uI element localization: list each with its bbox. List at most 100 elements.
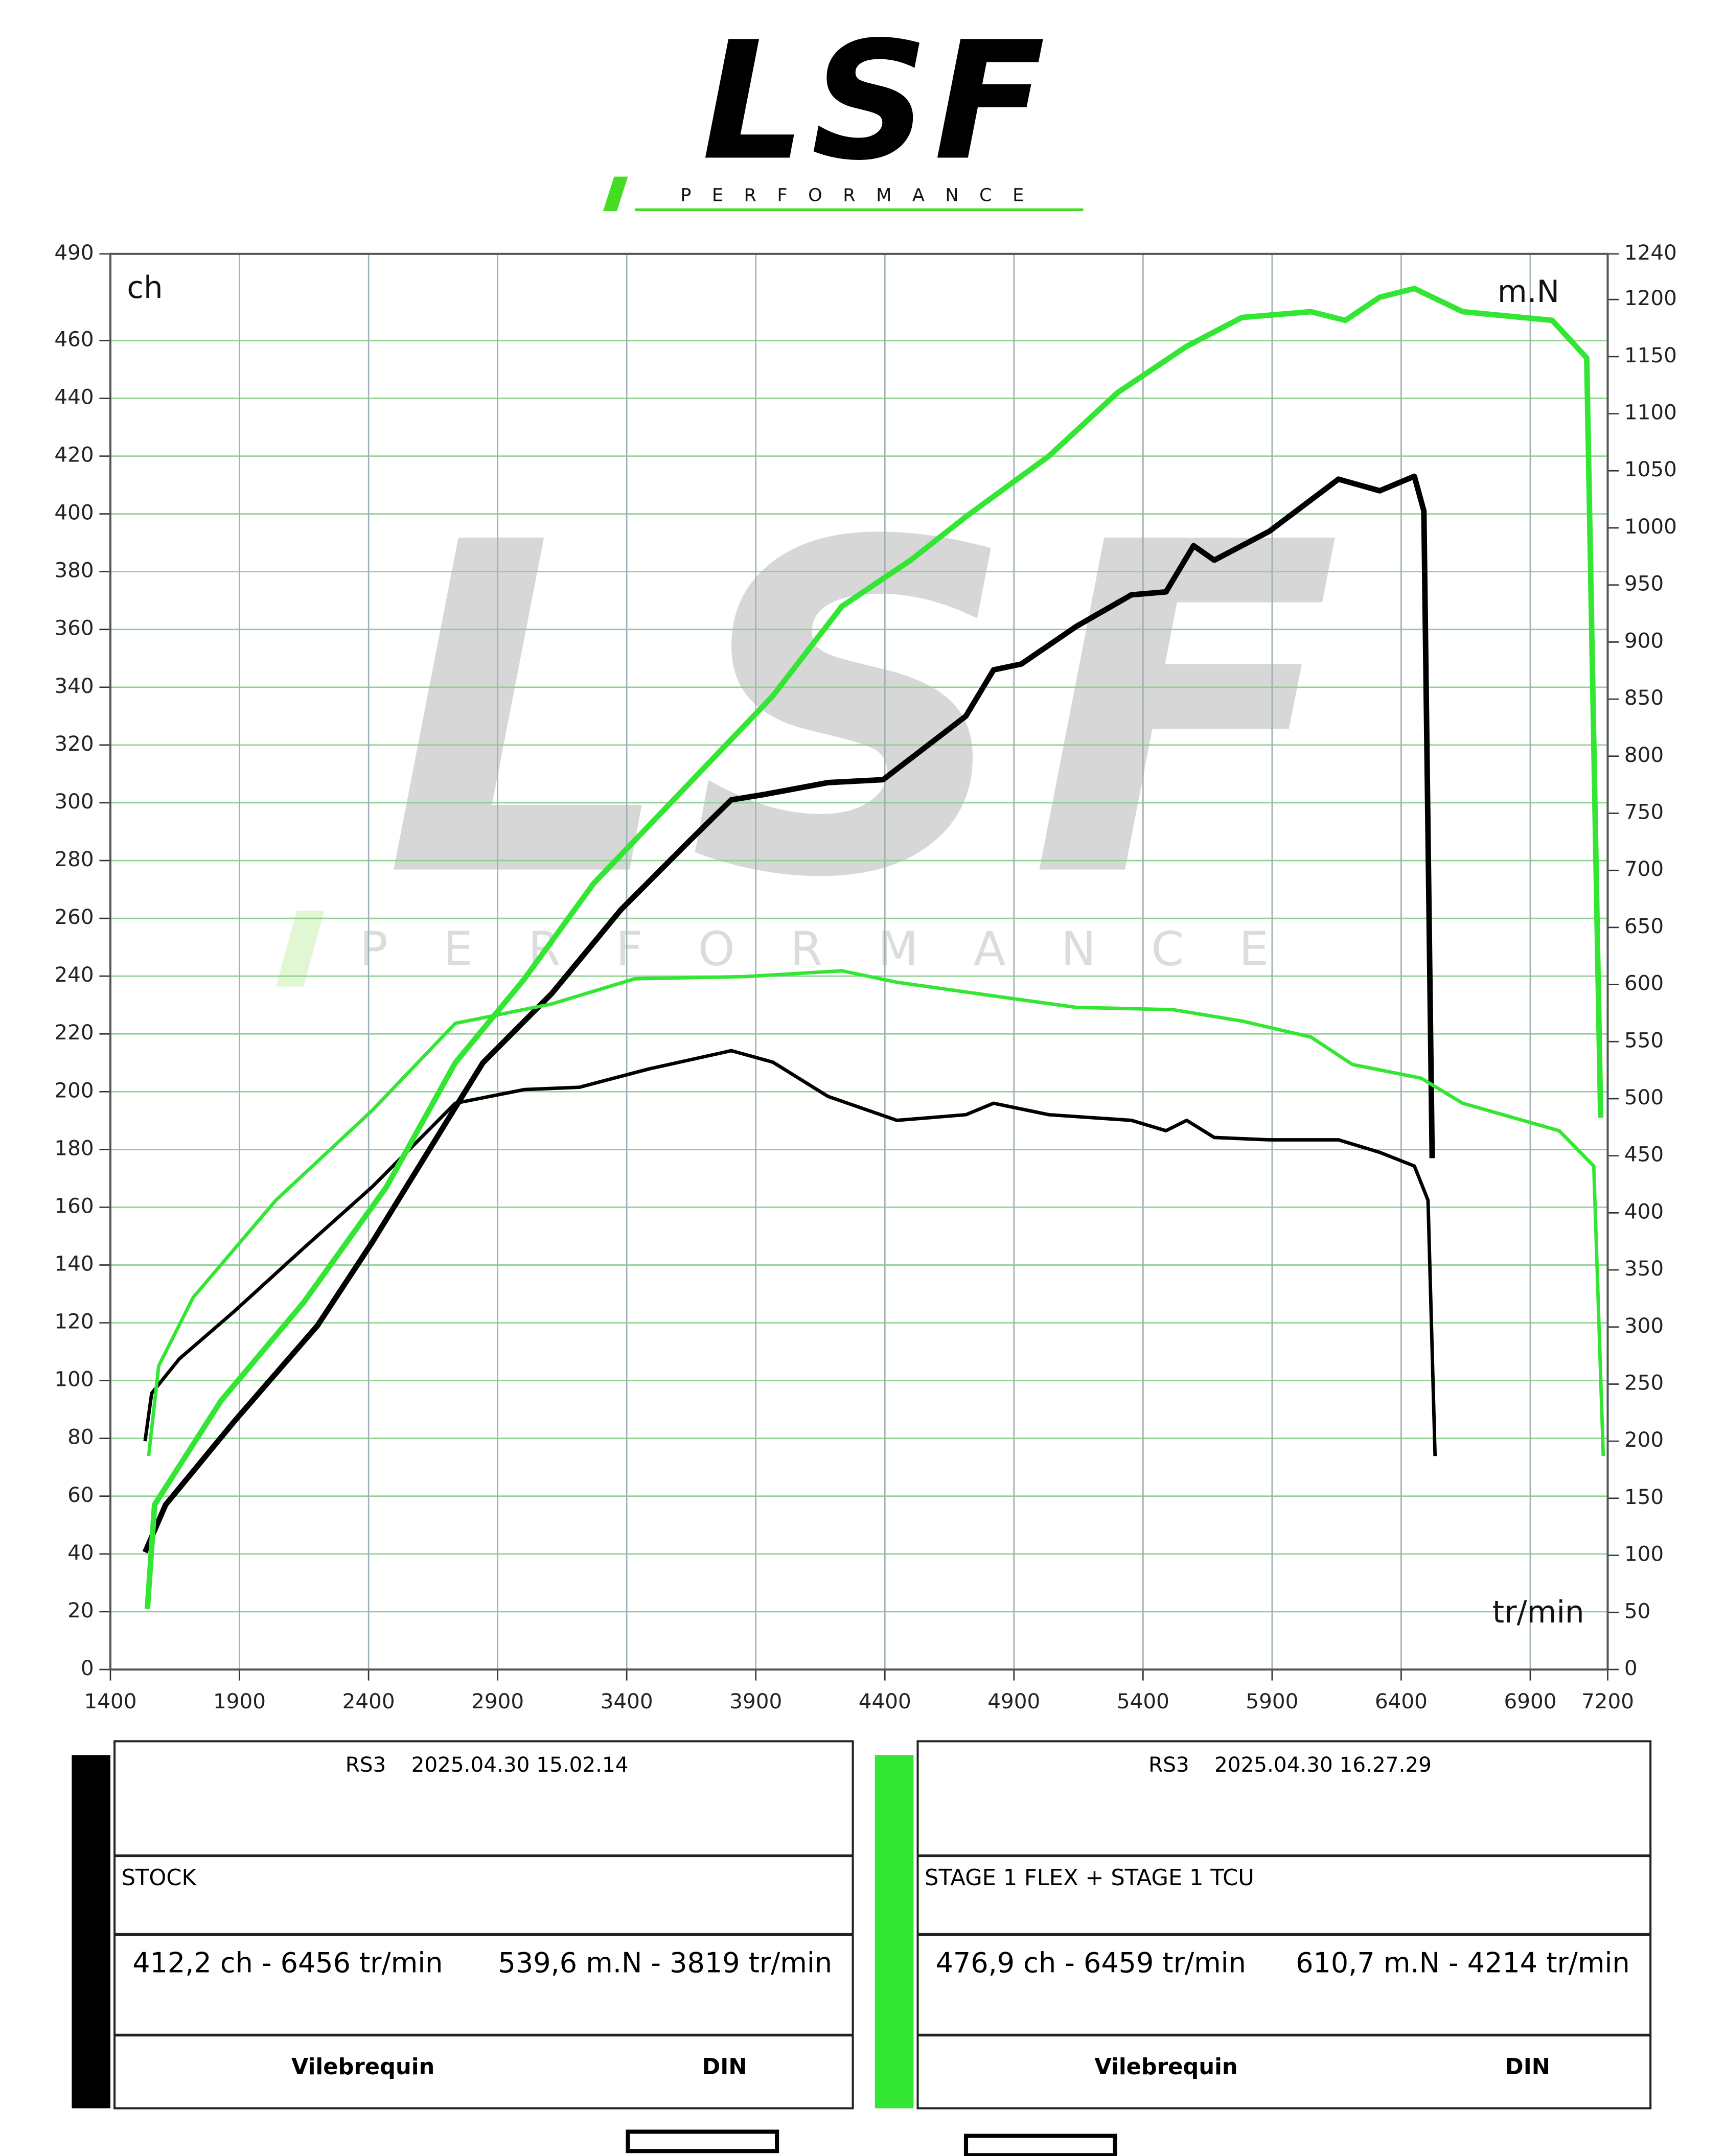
watermark: LSF PERFORMANCE [276, 448, 1354, 987]
y2-tick-label: 0 [1624, 1656, 1638, 1680]
y2-tick-label: 1150 [1624, 343, 1677, 367]
y-tick-label: 440 [54, 384, 94, 409]
y2-tick-label: 1200 [1624, 286, 1677, 310]
y2-tick-label: 100 [1624, 1542, 1664, 1566]
y-tick-label: 220 [54, 1020, 94, 1045]
data-line [142, 473, 1435, 1554]
x-tick-label: 5400 [1117, 1689, 1169, 1713]
x-tick-label: 3400 [601, 1689, 653, 1713]
y2-tick-label: 600 [1624, 971, 1664, 995]
panel-date: 2025.04.30 15.02.14 [411, 1752, 629, 1777]
y2-tick-label: 250 [1624, 1370, 1664, 1395]
y-tick-label: 400 [54, 500, 94, 525]
y-tick-label: 180 [54, 1135, 94, 1160]
data-line [143, 1049, 1437, 1456]
y2-tick-label: 900 [1624, 628, 1664, 653]
data-line [147, 969, 1605, 1456]
logo-tagline: PERFORMANCE [680, 184, 1045, 205]
y-tick-label: 260 [54, 905, 94, 929]
y2-tick-label: 800 [1624, 743, 1664, 767]
plot-frame [109, 252, 1609, 1671]
qr-code [963, 2134, 1117, 2156]
logo-slash [603, 176, 628, 212]
qr-code [626, 2129, 779, 2153]
y-tick-label: 100 [54, 1367, 94, 1392]
x-tick-label: 6900 [1504, 1689, 1556, 1713]
panel-crank: Vilebrequin [291, 2054, 434, 2080]
x-tick-label: 6400 [1375, 1689, 1428, 1713]
y-axis-label: ch [127, 270, 163, 306]
y2-tick-label: 300 [1624, 1313, 1664, 1338]
y2-tick-label: 850 [1624, 685, 1664, 710]
color-bar [875, 1755, 914, 2108]
panel-norm: DIN [702, 2054, 747, 2080]
panel-model: RS3 [1148, 1752, 1189, 1777]
panel-date: 2025.04.30 16.27.29 [1214, 1752, 1432, 1777]
result-panel: RS3 2025.04.30 15.02.14 STOCK 412,2 ch - 64… [72, 1740, 854, 2109]
y-tick-label: 320 [54, 731, 94, 756]
watermark-brand: LSF [384, 448, 1354, 978]
y2-tick-label: 750 [1624, 799, 1664, 824]
y-tick-label: 160 [54, 1193, 94, 1218]
x-tick-label: 1400 [84, 1689, 136, 1713]
x-tick-label: 4400 [859, 1689, 911, 1713]
x-tick-label: 1900 [213, 1689, 266, 1713]
y-tick-label: 20 [67, 1598, 94, 1622]
y-tick-label: 0 [81, 1656, 94, 1680]
y-tick-label: 300 [54, 789, 94, 814]
color-bar [72, 1755, 111, 2108]
y-tick-label: 240 [54, 962, 94, 987]
watermark-tagline: PERFORMANCE [360, 921, 1324, 976]
panel-crank: Vilebrequin [1094, 2054, 1237, 2080]
y-tick-label: 60 [67, 1482, 94, 1507]
panel-power: 412,2 ch - 6456 tr/min [132, 1946, 443, 1979]
x-axis-label: tr/min [1492, 1595, 1584, 1630]
x-tick-label: 4900 [987, 1689, 1040, 1713]
watermark-slash [276, 910, 325, 987]
panel-box [916, 1740, 1652, 2109]
y-tick-label: 200 [54, 1078, 94, 1102]
y2-tick-label: 50 [1624, 1598, 1651, 1623]
y2-axis-label: m.N [1498, 274, 1559, 310]
y2-tick-label: 1000 [1624, 514, 1677, 539]
y2-tick-label: 500 [1624, 1085, 1664, 1109]
x-tick-label: 7200 [1581, 1689, 1634, 1713]
y-tick-label: 460 [54, 327, 94, 351]
result-panel: RS3 2025.04.30 16.27.29 STAGE 1 FLEX + STA… [875, 1740, 1652, 2109]
y-tick-label: 280 [54, 847, 94, 871]
y-tick-label: 490 [54, 240, 94, 265]
y-tick-label: 420 [54, 443, 94, 467]
logo-brand: LSF [702, 7, 1051, 197]
y2-tick-label: 400 [1624, 1199, 1664, 1223]
y-tick-label: 380 [54, 558, 94, 583]
y2-tick-label: 700 [1624, 856, 1664, 881]
x-tick-label: 5900 [1246, 1689, 1298, 1713]
data-line [144, 286, 1604, 1609]
spacer [2, 2, 3, 3]
y2-tick-label: 550 [1624, 1028, 1664, 1052]
y2-tick-label: 1100 [1624, 400, 1677, 425]
y2-tick-label: 1050 [1624, 457, 1677, 481]
y2-tick-label: 1240 [1624, 240, 1677, 265]
panel-torque: 539,6 m.N - 3819 tr/min [498, 1946, 833, 1979]
y2-tick-label: 950 [1624, 571, 1664, 596]
panel-power: 476,9 ch - 6459 tr/min [936, 1946, 1246, 1979]
y-tick-label: 360 [54, 616, 94, 640]
y-tick-label: 40 [67, 1540, 94, 1565]
x-tick-label: 2900 [471, 1689, 524, 1713]
y2-tick-label: 450 [1624, 1142, 1664, 1167]
x-tick-label: 2400 [342, 1689, 395, 1713]
y2-tick-label: 200 [1624, 1427, 1664, 1452]
panel-torque: 610,7 m.N - 4214 tr/min [1296, 1946, 1630, 1979]
panel-box [113, 1740, 854, 2109]
y-tick-label: 140 [54, 1251, 94, 1276]
y2-tick-label: 350 [1624, 1256, 1664, 1281]
legend-entry: STOCK [122, 1865, 197, 1891]
y-tick-label: 120 [54, 1309, 94, 1334]
y-tick-label: 80 [67, 1425, 94, 1449]
panel-norm: DIN [1505, 2054, 1550, 2080]
y2-tick-label: 150 [1624, 1485, 1664, 1509]
x-tick-label: 3900 [729, 1689, 782, 1713]
